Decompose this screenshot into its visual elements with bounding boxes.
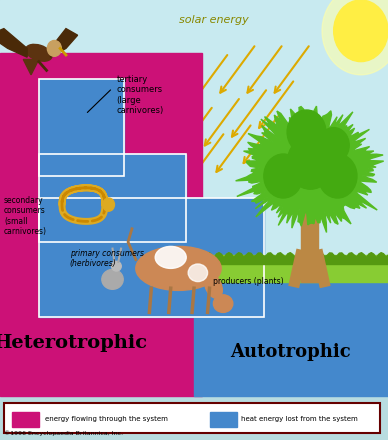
Ellipse shape [112,261,121,271]
Circle shape [47,40,61,56]
Bar [39,79,124,176]
Circle shape [264,154,303,198]
Text: producers (plants): producers (plants) [213,277,284,286]
Bar [39,198,264,317]
Text: tertiary
consumers
(large
carnivores): tertiary consumers (large carnivores) [116,75,164,115]
Bar [194,264,388,396]
Bar [39,154,186,242]
Ellipse shape [188,264,208,282]
Bar [4,403,380,433]
Bar [0,387,388,440]
Bar [39,198,264,317]
Text: Heterotrophic: Heterotrophic [0,334,147,352]
Ellipse shape [102,269,123,290]
Polygon shape [0,29,27,57]
Text: ©1996 Encyclopaedia Britannica, Inc.: ©1996 Encyclopaedia Britannica, Inc. [4,431,123,436]
Ellipse shape [213,295,233,312]
Circle shape [334,0,388,62]
Bar [39,154,186,242]
Bar [194,255,388,282]
Ellipse shape [26,44,52,61]
Text: heat energy lost from the system: heat energy lost from the system [241,416,357,422]
Ellipse shape [155,246,186,268]
Bar [210,412,237,427]
Polygon shape [50,29,78,57]
Bar [39,79,124,176]
Text: secondary
consumers
(small
carnivores): secondary consumers (small carnivores) [4,196,47,236]
Polygon shape [236,106,384,232]
Text: energy flowing through the system: energy flowing through the system [45,416,168,422]
Bar [0,53,202,396]
Bar [12,412,39,427]
Circle shape [318,154,357,198]
Text: primary consumers
(herbivores): primary consumers (herbivores) [70,249,144,268]
Polygon shape [23,59,39,75]
Circle shape [322,0,388,75]
Text: solar energy: solar energy [178,15,248,25]
Circle shape [287,136,334,189]
Circle shape [287,110,326,154]
Bar [301,185,318,282]
Circle shape [318,128,349,163]
Ellipse shape [136,246,221,290]
Text: Autotrophic: Autotrophic [230,343,352,361]
Circle shape [103,198,114,211]
Ellipse shape [204,274,222,298]
